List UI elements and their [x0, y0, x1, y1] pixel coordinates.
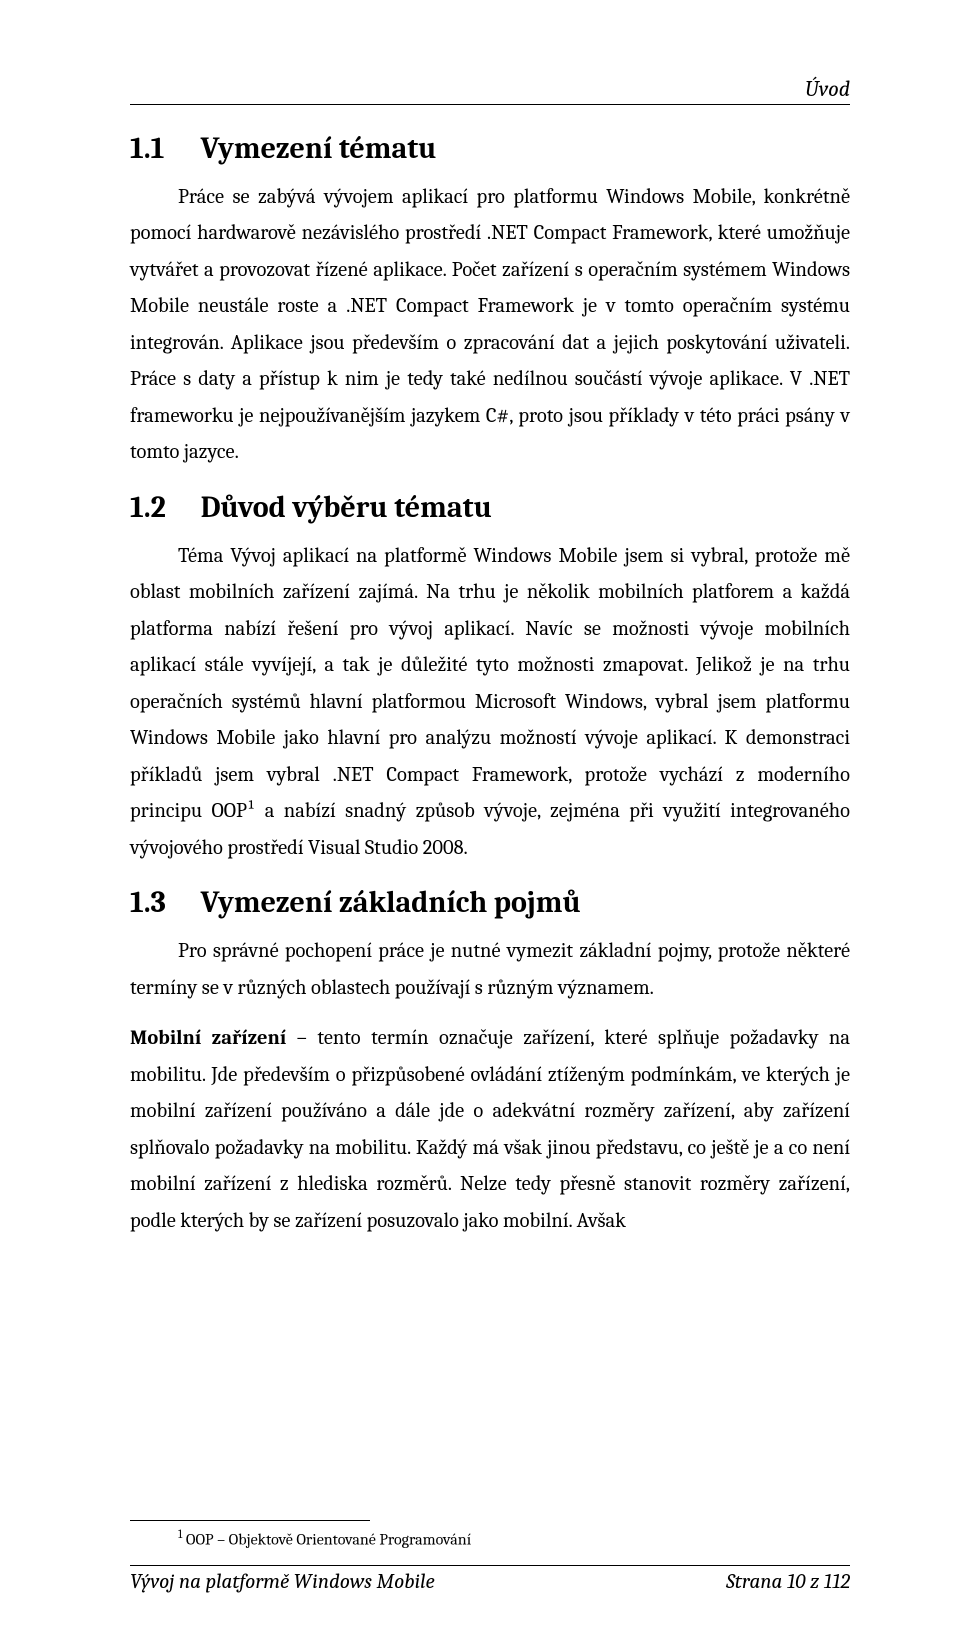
heading-title: Vymezení tématu	[201, 131, 437, 166]
footer-row: Vývoj na platformě Windows Mobile Strana…	[130, 1570, 850, 1594]
heading-1-3: 1.3 Vymezení základních pojmů	[130, 885, 850, 920]
paragraph: Pro správné pochopení práce je nutné vym…	[130, 934, 850, 1007]
page: Úvod 1.1 Vymezení tématu Práce se zabývá…	[0, 0, 960, 1652]
heading-1-1: 1.1 Vymezení tématu	[130, 131, 850, 166]
definition-text: – tento termín označuje zařízení, které …	[130, 1027, 850, 1232]
heading-number: 1.3	[130, 885, 194, 920]
definition-term: Mobilní zařízení	[130, 1027, 286, 1050]
footer-rule	[130, 1565, 850, 1566]
heading-number: 1.2	[130, 490, 194, 525]
paragraph: Práce se zabývá vývojem aplikací pro pla…	[130, 180, 850, 472]
page-footer: Vývoj na platformě Windows Mobile Strana…	[130, 1565, 850, 1594]
footer-left: Vývoj na platformě Windows Mobile	[130, 1570, 435, 1594]
definition-paragraph: Mobilní zařízení – tento termín označuje…	[130, 1021, 850, 1240]
footer-right: Strana 10 z 112	[726, 1570, 850, 1594]
footnote-area: 1 OOP – Objektově Orientované Programová…	[130, 1520, 850, 1548]
footnote-text: OOP – Objektově Orientované Programování	[186, 1530, 471, 1548]
heading-1-2: 1.2 Důvod výběru tématu	[130, 490, 850, 525]
heading-title: Důvod výběru tématu	[201, 490, 492, 525]
heading-title: Vymezení základních pojmů	[201, 885, 581, 920]
heading-number: 1.1	[130, 131, 194, 166]
paragraph: Téma Vývoj aplikací na platformě Windows…	[130, 539, 850, 867]
footnote-rule	[130, 1520, 370, 1521]
running-head: Úvod	[130, 76, 850, 102]
header-rule	[130, 104, 850, 105]
footnote-marker: 1	[178, 1527, 182, 1541]
footnote: 1 OOP – Objektově Orientované Programová…	[130, 1527, 850, 1548]
